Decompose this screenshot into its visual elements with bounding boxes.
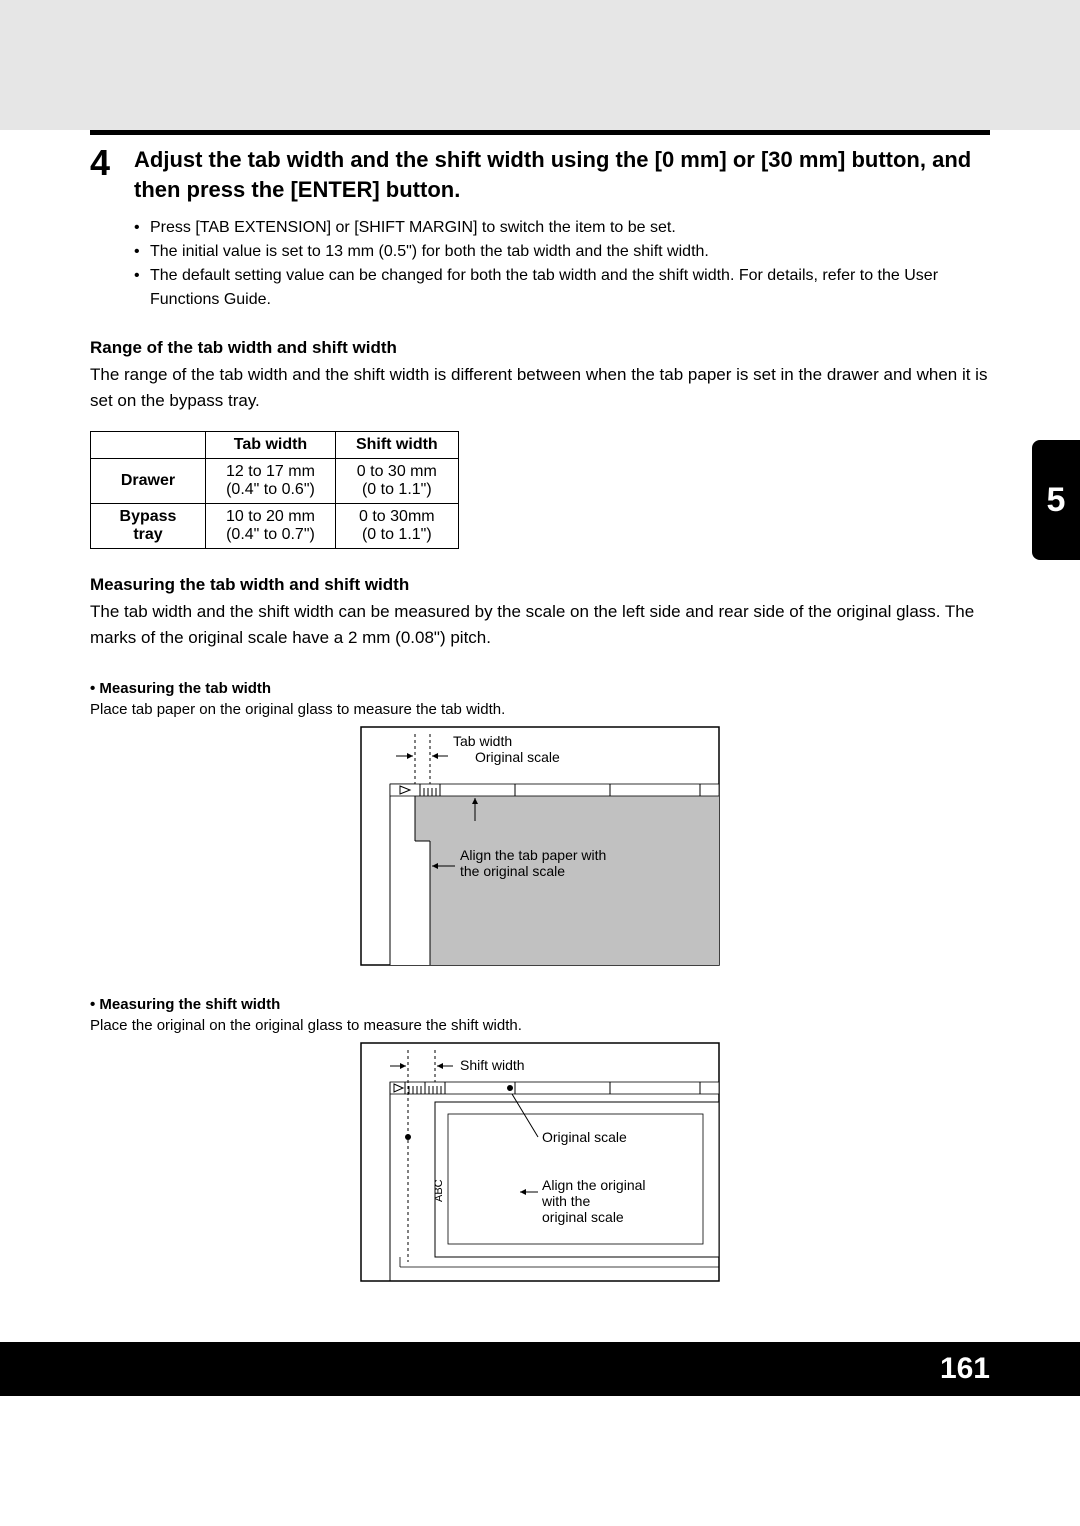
- measure-shift-text: Place the original on the original glass…: [90, 1017, 990, 1034]
- measuring-subhead: Measuring the tab width and shift width: [90, 575, 990, 595]
- label-align-2: the original scale: [460, 863, 565, 879]
- cell-line: Bypass: [120, 508, 177, 525]
- label-align-shift-3: original scale: [542, 1209, 624, 1225]
- measuring-paragraph: The tab width and the shift width can be…: [90, 599, 990, 650]
- cell-line: tray: [133, 526, 162, 543]
- bullet-item: The initial value is set to 13 mm (0.5")…: [134, 240, 990, 264]
- step-row: 4 Adjust the tab width and the shift wid…: [90, 145, 990, 204]
- cell-line: 10 to 20 mm: [226, 508, 315, 525]
- table-header-tab: Tab width: [206, 432, 336, 459]
- page-content: 4 Adjust the tab width and the shift wid…: [90, 135, 990, 1282]
- range-subhead: Range of the tab width and shift width: [90, 338, 990, 358]
- step-title: Adjust the tab width and the shift width…: [134, 145, 990, 204]
- cell-line: (0.4" to 0.7"): [226, 526, 315, 543]
- shift-width-diagram: Shift width Original scale Align the ori…: [90, 1042, 990, 1282]
- label-align-shift-1: Align the original: [542, 1177, 646, 1193]
- label-tab-width: Tab width: [453, 733, 512, 749]
- table-row: Drawer 12 to 17 mm (0.4" to 0.6") 0 to 3…: [91, 459, 459, 504]
- cell-line: (0.4" to 0.6"): [226, 481, 315, 498]
- label-shift-width: Shift width: [460, 1057, 525, 1073]
- label-original-scale: Original scale: [475, 749, 560, 765]
- measure-tab-text: Place tab paper on the original glass to…: [90, 701, 990, 718]
- measure-tab-title: • Measuring the tab width: [90, 680, 990, 697]
- page-number: 161: [940, 1352, 990, 1385]
- table-cell: 10 to 20 mm (0.4" to 0.7"): [206, 504, 336, 549]
- side-tab-number: 5: [1047, 481, 1066, 520]
- cell-line: 12 to 17 mm: [226, 463, 315, 480]
- range-table: Tab width Shift width Drawer 12 to 17 mm…: [90, 431, 459, 549]
- range-paragraph: The range of the tab width and the shift…: [90, 362, 990, 413]
- cell-line: (0 to 1.1"): [362, 526, 432, 543]
- measure-shift-title: • Measuring the shift width: [90, 996, 990, 1013]
- table-row-label: Drawer: [91, 459, 206, 504]
- page-footer: 161: [0, 1342, 1080, 1396]
- step-number: 4: [90, 145, 116, 204]
- bullet-item: The default setting value can be changed…: [134, 264, 990, 312]
- cell-line: 0 to 30 mm: [357, 463, 437, 480]
- bullet-item: Press [TAB EXTENSION] or [SHIFT MARGIN] …: [134, 216, 990, 240]
- table-cell: 12 to 17 mm (0.4" to 0.6"): [206, 459, 336, 504]
- label-abc: ABC: [433, 1180, 445, 1203]
- table-header-empty: [91, 432, 206, 459]
- tab-width-diagram: Tab width Original scale Align the tab p…: [90, 726, 990, 966]
- step-bullet-list: Press [TAB EXTENSION] or [SHIFT MARGIN] …: [134, 216, 990, 312]
- table-header-row: Tab width Shift width: [91, 432, 459, 459]
- table-cell: 0 to 30 mm (0 to 1.1"): [335, 459, 458, 504]
- table-cell: 0 to 30mm (0 to 1.1"): [335, 504, 458, 549]
- header-gray-band: [0, 0, 1080, 130]
- table-row-label: Bypass tray: [91, 504, 206, 549]
- label-align-shift-2: with the: [541, 1193, 590, 1209]
- chapter-side-tab: 5: [1032, 440, 1080, 560]
- label-align-1: Align the tab paper with: [460, 847, 606, 863]
- cell-line: 0 to 30mm: [359, 508, 435, 525]
- table-header-shift: Shift width: [335, 432, 458, 459]
- cell-line: (0 to 1.1"): [362, 481, 432, 498]
- table-row: Bypass tray 10 to 20 mm (0.4" to 0.7") 0…: [91, 504, 459, 549]
- label-original-scale-2: Original scale: [542, 1129, 627, 1145]
